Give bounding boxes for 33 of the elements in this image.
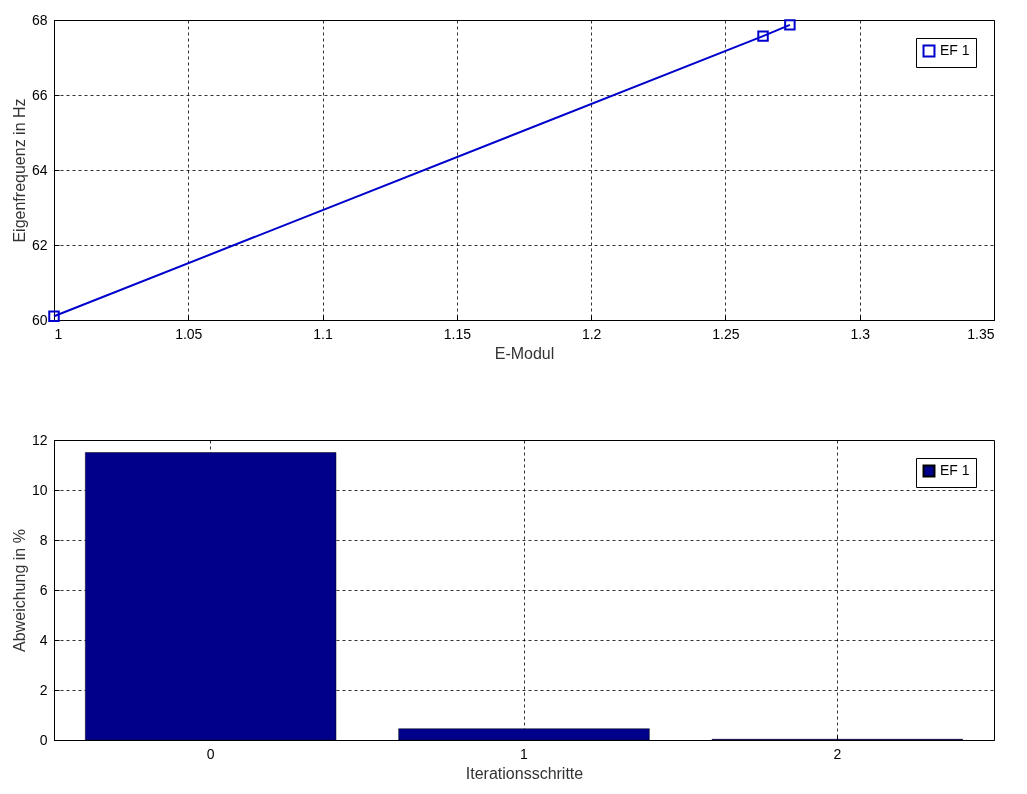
x-tick-label: 1 (54, 325, 63, 342)
y-tick-label: 8 (39, 531, 48, 548)
x-tick-label: 0 (206, 745, 215, 762)
x-tick-label: 1 (520, 745, 529, 762)
x-tick-label: 1.15 (443, 325, 472, 342)
y-tick-label: 62 (31, 236, 48, 253)
y-tick-label: 12 (31, 431, 48, 448)
x-axis-title: E-Modul (494, 344, 555, 362)
y-tick-label: 10 (31, 481, 48, 498)
y-tick-label: 0 (39, 731, 48, 748)
y-tick-label: 66 (31, 86, 48, 103)
point (757, 30, 769, 42)
point (48, 310, 60, 322)
x-tick-label: 1.1 (313, 325, 334, 342)
x-tick-label: 2 (833, 745, 842, 762)
x-axis-title: Iterationsschritte (465, 764, 584, 782)
y-axis-title: Abweichung in % (10, 529, 28, 652)
y-tick-label: 4 (39, 631, 48, 648)
y-axis-title: Eigenfrequenz in Hz (10, 98, 28, 243)
x-tick-label: 1.2 (581, 325, 602, 342)
y-tick-label: 6 (39, 581, 48, 598)
y-tick-label: 2 (39, 681, 48, 698)
y-tick-label: 64 (31, 161, 48, 178)
x-tick-label: 1.05 (175, 325, 203, 342)
point (784, 19, 796, 31)
x-tick-label: 1.25 (712, 325, 740, 342)
legend-label: EF 1 (940, 42, 970, 58)
bar (398, 728, 650, 741)
y-tick-label: 68 (31, 11, 48, 28)
x-tick-label: 1.3 (850, 325, 871, 342)
y-tick-label: 60 (31, 311, 48, 328)
x-tick-label: 1.35 (967, 325, 995, 342)
legend-label: EF 1 (940, 462, 970, 478)
